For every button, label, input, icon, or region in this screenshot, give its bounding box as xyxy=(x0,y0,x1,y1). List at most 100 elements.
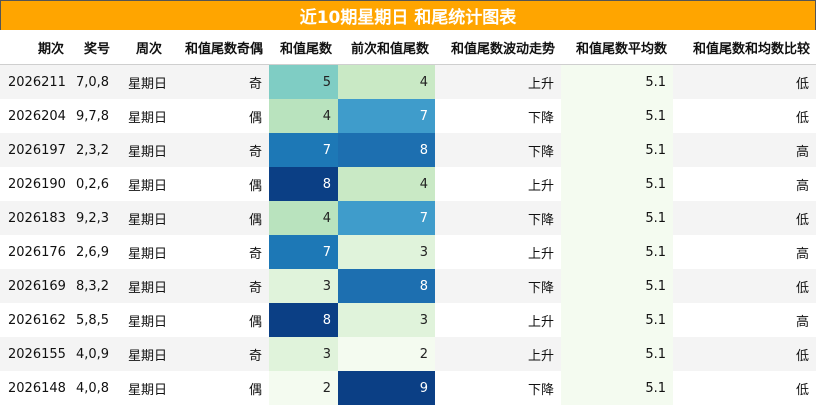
cell-average: 5.1 xyxy=(561,337,673,371)
cell-trend: 下降 xyxy=(435,269,561,303)
cell-tail: 3 xyxy=(269,337,338,371)
cell-compare: 低 xyxy=(673,201,816,235)
cell-parity: 偶 xyxy=(168,99,269,133)
cell-numbers: 9,7,8 xyxy=(70,99,116,133)
cell-tail: 8 xyxy=(269,303,338,337)
cell-tail: 4 xyxy=(269,201,338,235)
cell-compare: 高 xyxy=(673,167,816,201)
table-row: 2026197 2,3,2 星期日奇 7 8 下降 5.1 高 xyxy=(0,133,816,167)
cell-period: 2026148 xyxy=(0,371,70,405)
cell-parity: 奇 xyxy=(168,337,269,371)
header-weekday: 周次 xyxy=(116,30,168,65)
cell-period: 2026211 xyxy=(0,64,70,99)
cell-average: 5.1 xyxy=(561,133,673,167)
cell-weekday: 星期日 xyxy=(116,235,168,269)
cell-tail: 5 xyxy=(269,64,338,99)
cell-numbers: 2,3,2 xyxy=(70,133,116,167)
table-row: 2026190 0,2,6 星期日偶 8 4 上升 5.1 高 xyxy=(0,167,816,201)
cell-average: 5.1 xyxy=(561,99,673,133)
cell-prev-tail: 8 xyxy=(338,133,435,167)
table-row: 2026204 9,7,8 星期日偶 4 7 下降 5.1 低 xyxy=(0,99,816,133)
header-compare: 和值尾数和均数比较 xyxy=(673,30,816,65)
cell-weekday: 星期日 xyxy=(116,269,168,303)
cell-trend: 上升 xyxy=(435,64,561,99)
cell-period: 2026176 xyxy=(0,235,70,269)
cell-trend: 上升 xyxy=(435,167,561,201)
table-row: 2026148 4,0,8 星期日偶 2 9 下降 5.1 低 xyxy=(0,371,816,405)
header-average: 和值尾数平均数 xyxy=(561,30,673,65)
cell-numbers: 2,6,9 xyxy=(70,235,116,269)
table-title: 近10期星期日 和尾统计图表 xyxy=(0,0,816,30)
cell-prev-tail: 3 xyxy=(338,235,435,269)
cell-prev-tail: 4 xyxy=(338,167,435,201)
cell-average: 5.1 xyxy=(561,64,673,99)
cell-prev-tail: 8 xyxy=(338,269,435,303)
cell-trend: 下降 xyxy=(435,133,561,167)
cell-weekday: 星期日 xyxy=(116,64,168,99)
table-row: 2026162 5,8,5 星期日偶 8 3 上升 5.1 高 xyxy=(0,303,816,337)
cell-trend: 上升 xyxy=(435,303,561,337)
cell-tail: 2 xyxy=(269,371,338,405)
cell-parity: 偶 xyxy=(168,303,269,337)
cell-prev-tail: 7 xyxy=(338,99,435,133)
cell-period: 2026204 xyxy=(0,99,70,133)
cell-compare: 低 xyxy=(673,64,816,99)
cell-compare: 高 xyxy=(673,133,816,167)
cell-numbers: 5,8,5 xyxy=(70,303,116,337)
cell-numbers: 9,2,3 xyxy=(70,201,116,235)
cell-numbers: 7,0,8 xyxy=(70,64,116,99)
cell-period: 2026169 xyxy=(0,269,70,303)
cell-weekday: 星期日 xyxy=(116,337,168,371)
cell-parity: 奇 xyxy=(168,64,269,99)
cell-prev-tail: 4 xyxy=(338,64,435,99)
cell-prev-tail: 9 xyxy=(338,371,435,405)
cell-trend: 下降 xyxy=(435,371,561,405)
cell-parity: 偶 xyxy=(168,201,269,235)
header-prev-tail: 前次和值尾数 xyxy=(338,30,435,65)
cell-weekday: 星期日 xyxy=(116,99,168,133)
cell-parity: 奇 xyxy=(168,133,269,167)
cell-period: 2026197 xyxy=(0,133,70,167)
cell-parity: 偶 xyxy=(168,371,269,405)
cell-compare: 低 xyxy=(673,337,816,371)
cell-weekday: 星期日 xyxy=(116,303,168,337)
header-tail: 和值尾数 xyxy=(269,30,338,65)
cell-weekday: 星期日 xyxy=(116,201,168,235)
cell-parity: 偶 xyxy=(168,167,269,201)
header-numbers: 奖号 xyxy=(70,30,116,65)
header-parity: 和值尾数奇偶 xyxy=(168,30,269,65)
cell-prev-tail: 7 xyxy=(338,201,435,235)
cell-average: 5.1 xyxy=(561,371,673,405)
cell-average: 5.1 xyxy=(561,269,673,303)
cell-prev-tail: 3 xyxy=(338,303,435,337)
cell-weekday: 星期日 xyxy=(116,133,168,167)
tail-statistics-table: 期次 奖号 周次 和值尾数奇偶 和值尾数 前次和值尾数 和值尾数波动走势 和值尾… xyxy=(0,30,816,405)
cell-period: 2026183 xyxy=(0,201,70,235)
cell-numbers: 8,3,2 xyxy=(70,269,116,303)
cell-parity: 奇 xyxy=(168,269,269,303)
cell-compare: 高 xyxy=(673,235,816,269)
table-row: 2026169 8,3,2 星期日奇 3 8 下降 5.1 低 xyxy=(0,269,816,303)
cell-trend: 下降 xyxy=(435,201,561,235)
table-body: 2026211 7,0,8 星期日奇 5 4 上升 5.1 低 2026204 9,7,8 星期日偶… xyxy=(0,64,816,405)
cell-average: 5.1 xyxy=(561,201,673,235)
cell-numbers: 4,0,9 xyxy=(70,337,116,371)
table-row: 2026155 4,0,9 星期日奇 3 2 上升 5.1 低 xyxy=(0,337,816,371)
cell-period: 2026190 xyxy=(0,167,70,201)
cell-average: 5.1 xyxy=(561,167,673,201)
header-trend: 和值尾数波动走势 xyxy=(435,30,561,65)
cell-average: 5.1 xyxy=(561,235,673,269)
table-row: 2026183 9,2,3 星期日偶 4 7 下降 5.1 低 xyxy=(0,201,816,235)
cell-trend: 上升 xyxy=(435,235,561,269)
cell-trend: 上升 xyxy=(435,337,561,371)
cell-weekday: 星期日 xyxy=(116,371,168,405)
cell-compare: 低 xyxy=(673,269,816,303)
cell-compare: 高 xyxy=(673,303,816,337)
cell-average: 5.1 xyxy=(561,303,673,337)
cell-tail: 3 xyxy=(269,269,338,303)
cell-tail: 8 xyxy=(269,167,338,201)
cell-numbers: 0,2,6 xyxy=(70,167,116,201)
header-period: 期次 xyxy=(0,30,70,65)
cell-tail: 7 xyxy=(269,235,338,269)
cell-prev-tail: 2 xyxy=(338,337,435,371)
